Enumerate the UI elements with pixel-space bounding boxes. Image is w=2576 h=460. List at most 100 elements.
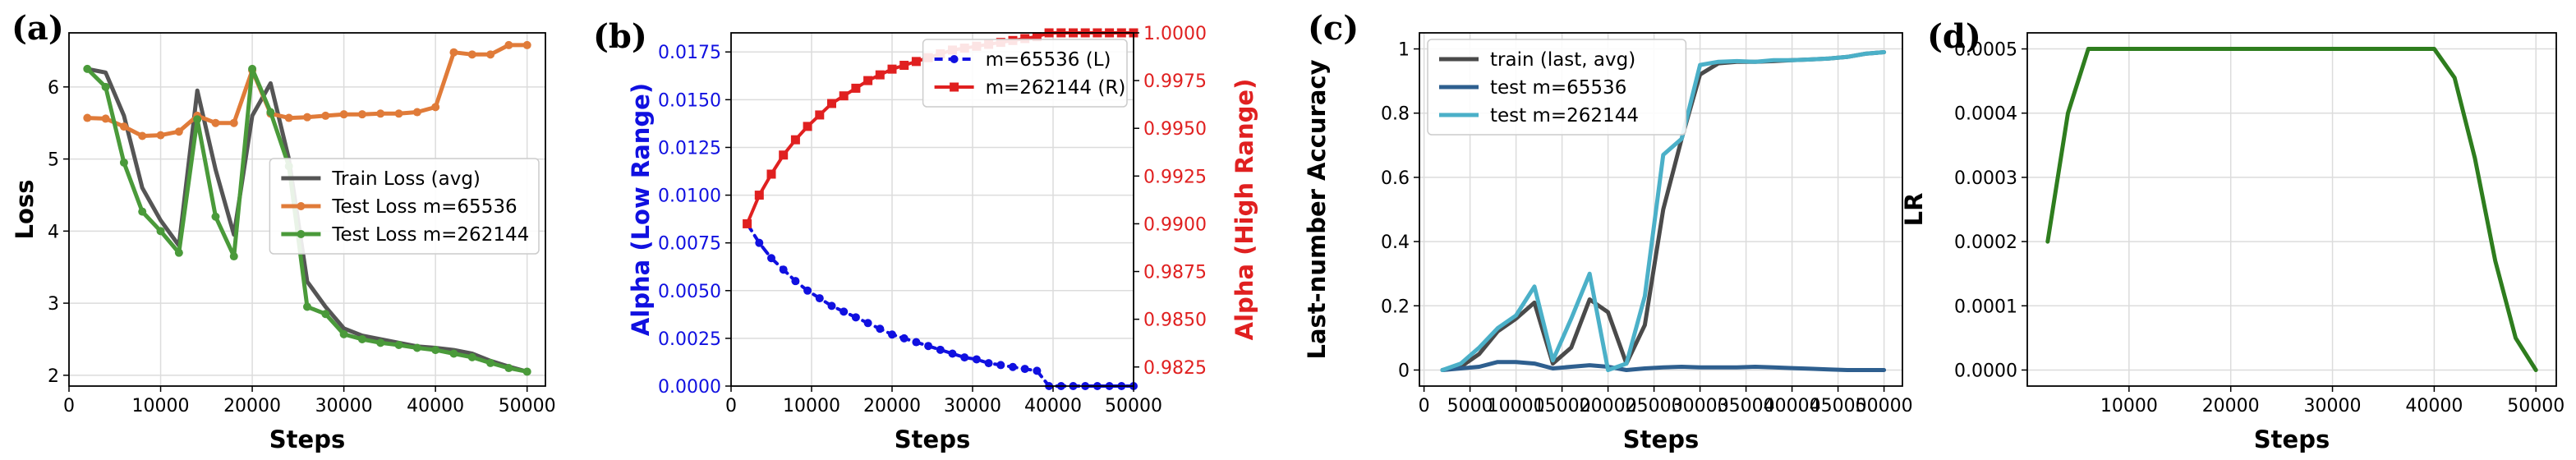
- data-point: [486, 50, 495, 59]
- y-tick-label: 0.0005: [1954, 40, 2017, 61]
- panel-label: (a): [12, 9, 64, 48]
- data-point: [83, 113, 92, 122]
- data-point: [1032, 32, 1042, 42]
- legend: Train Loss (avg) Test Loss m=65536 Test Lo…: [269, 158, 540, 255]
- legend-label: Test Loss m=65536: [331, 196, 517, 218]
- y-tick-label: 6: [48, 78, 59, 99]
- y-axis-label: Last-number Accuracy: [1303, 59, 1331, 359]
- data-point: [948, 349, 957, 358]
- y-tick-label: 0.0003: [1954, 168, 2017, 189]
- y-tick-label: 3: [48, 294, 59, 315]
- panel-d: (d) 10000 20000 30000 40000 50000 0.0000 0.0001…: [1900, 17, 2564, 453]
- data-point: [888, 330, 896, 339]
- y-axis-label: LR: [1900, 193, 1928, 227]
- y-tick-label-right: 0.9900: [1143, 214, 1207, 235]
- y-tick-label: 4: [48, 222, 59, 242]
- data-point: [412, 343, 421, 352]
- y-tick-label-right: 0.9950: [1143, 119, 1207, 140]
- data-point: [851, 313, 860, 322]
- data-point: [431, 103, 440, 112]
- data-point: [229, 118, 238, 127]
- y-tick-label: 0.0000: [658, 377, 721, 398]
- legend: m=65536 (L) m=262144 (R): [922, 39, 1128, 108]
- data-point: [755, 238, 764, 247]
- x-tick-label: 20000: [863, 396, 921, 416]
- data-point: [284, 113, 293, 122]
- data-point: [875, 70, 885, 80]
- x-tick-label: 30000: [944, 396, 1001, 416]
- y-tick-label: 5: [48, 150, 59, 171]
- data-point: [1009, 362, 1017, 371]
- data-point: [376, 338, 385, 347]
- x-tick-label: 5000: [1447, 396, 1493, 416]
- data-point: [394, 109, 403, 118]
- y-tick-label: 0.0175: [658, 43, 721, 63]
- data-point: [248, 64, 257, 73]
- x-tick-label: 10000: [1488, 396, 1545, 416]
- data-point: [101, 114, 110, 123]
- x-tick-label: 40000: [1024, 396, 1082, 416]
- data-point: [960, 353, 969, 362]
- data-point: [924, 342, 933, 351]
- data-point: [449, 349, 458, 358]
- data-point: [1033, 366, 1042, 375]
- y-tick-label: 0.6: [1381, 168, 1410, 189]
- data-point: [174, 127, 183, 136]
- data-point: [984, 359, 993, 368]
- axes: 0 10000 20000 30000 40000 50000 0.0000 0.0025 0.…: [658, 24, 1207, 416]
- data-point: [266, 108, 275, 117]
- data-point: [504, 40, 513, 49]
- data-point: [827, 301, 836, 310]
- y-tick-label: 0.0050: [658, 282, 721, 302]
- data-point: [119, 122, 128, 131]
- plot-frame: [1419, 32, 1903, 387]
- data-point: [101, 82, 110, 91]
- data-point: [743, 218, 752, 228]
- data-point: [815, 110, 825, 120]
- legend-label: Train Loss (avg): [331, 168, 481, 190]
- x-tick-label: 10000: [2100, 396, 2158, 416]
- data-point: [339, 329, 348, 338]
- data-point: [339, 110, 348, 119]
- data-point: [504, 364, 513, 373]
- data-point: [357, 110, 366, 119]
- panel-label: (d): [1927, 17, 1981, 56]
- panel-label: (c): [1308, 9, 1359, 48]
- y-tick-label: 0: [1398, 361, 1410, 381]
- data-point: [839, 91, 849, 101]
- x-tick-label: 40000: [407, 396, 464, 416]
- y-tick-label: 0.0100: [658, 186, 721, 207]
- legend-label: m=65536 (L): [986, 49, 1111, 71]
- x-tick-label: 30000: [2304, 396, 2362, 416]
- legend-box: [922, 39, 1128, 108]
- data-point: [211, 212, 220, 221]
- grid: [2027, 33, 2556, 386]
- x-tick-label: 50000: [499, 396, 556, 416]
- data-point: [211, 118, 220, 127]
- data-point: [779, 150, 789, 160]
- x-tick-label: 40000: [1764, 396, 1821, 416]
- data-point: [486, 358, 495, 367]
- panel-a: (a) 0 10000 20000 30000 40000 50000 2 3 4 5 6 Steps L…: [11, 9, 556, 453]
- series-line: [85, 43, 530, 138]
- y-tick-label: 0.4: [1381, 232, 1410, 253]
- data-point: [803, 286, 812, 295]
- x-axis-label: Steps: [1623, 426, 1699, 453]
- series-1: [1440, 360, 1887, 372]
- y-tick-label: 0.0004: [1954, 104, 2017, 125]
- data-point: [449, 48, 458, 57]
- x-tick-label: 50000: [1105, 396, 1162, 416]
- data-point: [522, 367, 531, 376]
- x-axis-label: Steps: [2254, 426, 2330, 453]
- data-point: [876, 324, 885, 334]
- data-point: [357, 334, 366, 343]
- x-tick-label: 40000: [2405, 396, 2463, 416]
- y-axis-label-left: Alpha (Low Range): [627, 83, 655, 336]
- legend: train (last, avg) test m=65536 test m=2621…: [1427, 39, 1687, 136]
- data-point: [779, 265, 788, 274]
- y-tick-label: 0.0001: [1954, 297, 2017, 317]
- data-point: [851, 83, 861, 93]
- y-tick-label-right: 0.9925: [1143, 167, 1207, 187]
- data-point: [790, 135, 800, 145]
- legend-label: m=262144 (R): [986, 77, 1126, 99]
